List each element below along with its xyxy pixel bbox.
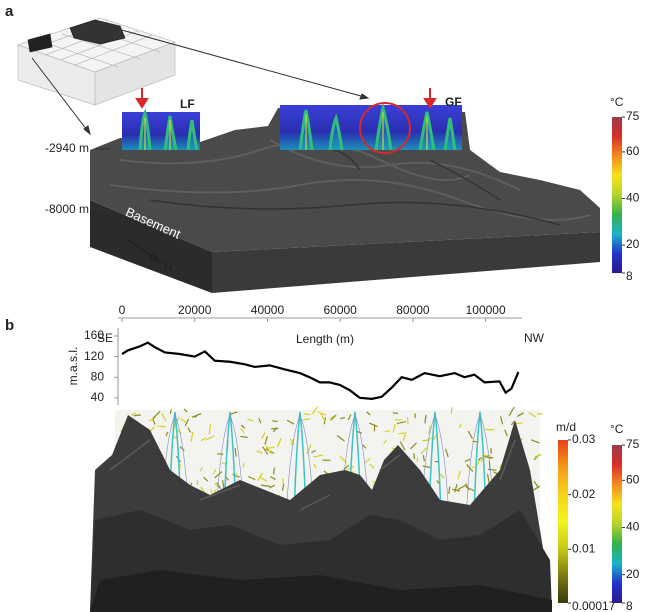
- flow-vector: [274, 468, 275, 475]
- depth-label: -2940 m: [45, 141, 89, 155]
- colorbar: [612, 445, 622, 603]
- x-tick-label: 80000: [396, 303, 430, 317]
- flow-vector: [488, 469, 497, 470]
- colorbar-title: °C: [610, 422, 624, 436]
- profile-line: [122, 343, 518, 399]
- y-tick-label: 40: [91, 390, 105, 404]
- north-label: N: [164, 260, 173, 274]
- site-label: GF: [445, 95, 462, 109]
- x-tick-label: 20000: [178, 303, 212, 317]
- colorbar-tick-label: 0.02: [572, 487, 596, 501]
- x-tick-label: 100000: [466, 303, 506, 317]
- y-tick-label: 80: [91, 369, 105, 383]
- temperature-section: [122, 105, 462, 150]
- site-label: LF: [180, 97, 195, 111]
- x-tick-label: 60000: [323, 303, 357, 317]
- flow-vector: [271, 428, 278, 429]
- colorbar-tick-label: 75: [626, 109, 640, 123]
- flow-vector: [157, 426, 165, 427]
- colorbar-tick-label: 20: [626, 237, 640, 251]
- flow-vector: [272, 421, 277, 422]
- colorbar-tick-label: 20: [626, 567, 640, 581]
- panel-label: b: [5, 317, 14, 334]
- inset-model: [18, 18, 175, 105]
- colorbar-title: °C: [610, 95, 624, 109]
- x-axis-label: Length (m): [296, 332, 354, 346]
- colorbar-tick-label: 60: [626, 473, 640, 487]
- colorbar-tick-label: 75: [626, 437, 640, 451]
- figure: a b LF GF -2940 m -8000 m Basement: [0, 0, 647, 612]
- flow-vector: [398, 433, 404, 434]
- y-tick-label: 120: [84, 349, 104, 363]
- flow-vector: [407, 417, 408, 424]
- colorbar-tick-label: 0.03: [572, 432, 596, 446]
- colorbar-tick-label: 0.00017: [572, 599, 616, 612]
- flow-vector: [537, 413, 542, 414]
- y-axis-label: m.a.s.l.: [66, 347, 80, 386]
- colorbar-tick-label: 60: [626, 144, 640, 158]
- colorbar-tick-label: 8: [626, 269, 633, 283]
- x-tick-label: 40000: [251, 303, 285, 317]
- x-tick-label: 0: [119, 303, 126, 317]
- colorbar-tick-label: 8: [626, 599, 633, 612]
- depth-label: -8000 m: [45, 202, 89, 216]
- flow-vector: [414, 453, 415, 459]
- x-start-label: SE: [97, 331, 113, 345]
- flow-vector: [393, 413, 398, 414]
- colorbar-tick-label: 40: [626, 191, 640, 205]
- colorbar: [558, 440, 568, 603]
- x-end-label: NW: [524, 331, 545, 345]
- colorbar: [612, 117, 622, 273]
- colorbar-tick-label: 40: [626, 520, 640, 534]
- panel-label: a: [5, 3, 14, 20]
- colorbar-tick-label: 0.01: [572, 541, 596, 555]
